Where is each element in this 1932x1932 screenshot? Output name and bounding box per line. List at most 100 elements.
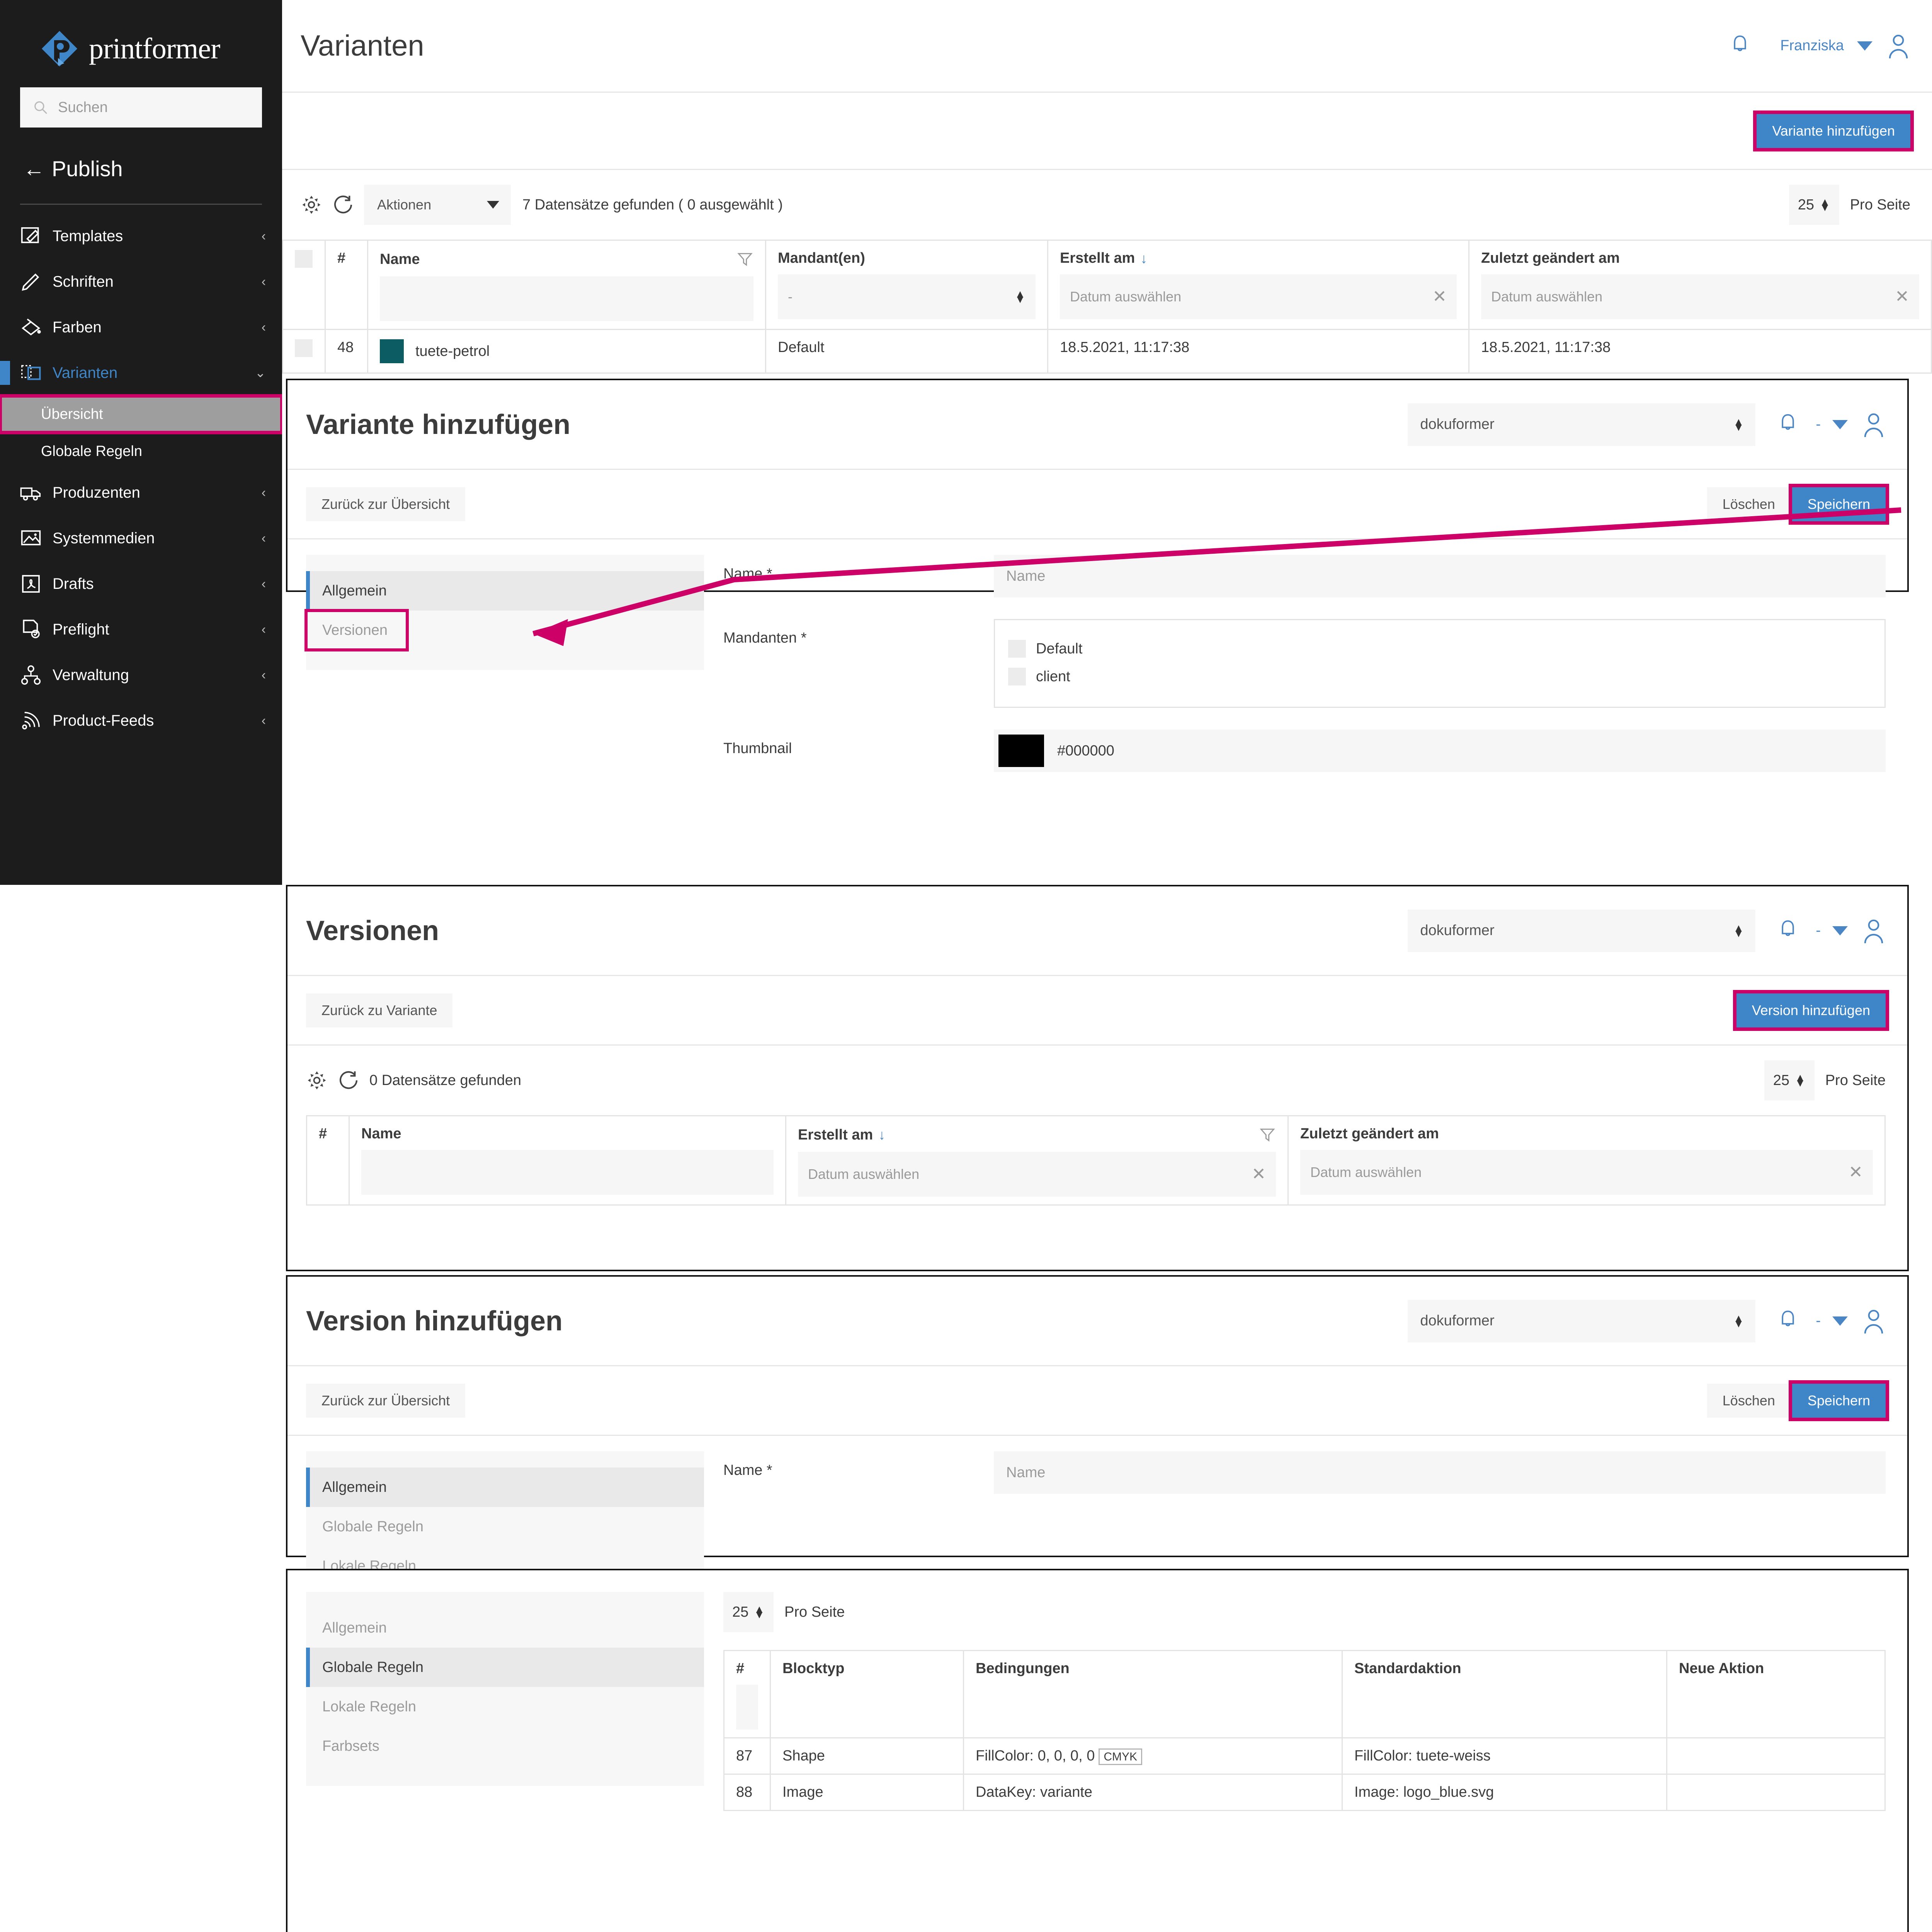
close-icon[interactable]: ✕ (1252, 1165, 1266, 1184)
name-input[interactable]: Name (994, 1451, 1886, 1494)
back-to-overview-button[interactable]: Zurück zur Übersicht (306, 1383, 466, 1418)
row-modified: 18.5.2021, 11:17:38 (1468, 329, 1932, 374)
per-page-select[interactable]: 25 ▲ ▼ (1789, 185, 1839, 225)
save-button[interactable]: Speichern (1788, 483, 1889, 525)
card-version-hinzufuegen: Version hinzufügen dokuformer ▲ ▼ - Zurüc… (286, 1275, 1909, 1645)
notification-bell-icon[interactable] (1777, 919, 1799, 942)
sort-desc-icon[interactable]: ↓ (1140, 250, 1148, 266)
client-select-value: dokuformer (1420, 922, 1495, 939)
close-icon[interactable]: ✕ (1432, 287, 1447, 306)
add-version-button[interactable]: Version hinzufügen (1733, 990, 1889, 1031)
table-row[interactable]: 87 Shape FillColor: 0, 0, 0, 0 CMYK FillC… (723, 1737, 1886, 1775)
refresh-icon[interactable] (332, 194, 354, 216)
tab-allgemein[interactable]: Allgemein (306, 1468, 704, 1507)
modified-date-filter[interactable]: Datum auswählen ✕ (1481, 274, 1919, 319)
publish-back-link[interactable]: ← Publish (0, 128, 282, 181)
filter-funnel-icon[interactable] (736, 250, 753, 269)
filter-funnel-icon[interactable] (1259, 1126, 1276, 1144)
chevron-down-icon[interactable] (1832, 420, 1848, 429)
colorspace-badge: CMYK (1099, 1748, 1143, 1765)
refresh-icon[interactable] (338, 1070, 359, 1091)
sidebar-item-product-feeds[interactable]: Product-Feeds ‹ (0, 698, 282, 743)
delete-button[interactable]: Löschen (1707, 1383, 1791, 1418)
user-name[interactable]: Franziska (1780, 37, 1844, 54)
checkbox[interactable] (1008, 668, 1026, 685)
tab-farbsets[interactable]: Farbsets (306, 1726, 704, 1766)
select-all-checkbox[interactable] (295, 250, 313, 268)
user-avatar-icon[interactable] (1862, 1309, 1886, 1333)
name-filter-input[interactable] (361, 1150, 774, 1195)
sidebar-item-systemmedien[interactable]: Systemmedien ‹ (0, 515, 282, 561)
sort-desc-icon[interactable]: ↓ (878, 1127, 886, 1143)
save-button[interactable]: Speichern (1788, 1380, 1889, 1421)
mandant-filter-select[interactable]: - ▲ ▼ (778, 274, 1036, 319)
aktionen-select[interactable]: Aktionen (364, 185, 511, 225)
sidebar-item-produzenten[interactable]: Produzenten ‹ (0, 470, 282, 515)
table-row[interactable]: 48 tuete-petrol Default 18.5.2021, 11:17… (282, 329, 1932, 374)
col-modified: Zuletzt geändert am Datum auswählen ✕ (1468, 240, 1932, 330)
add-variante-button[interactable]: Variante hinzufügen (1753, 110, 1914, 151)
client-select[interactable]: dokuformer ▲ ▼ (1408, 403, 1756, 446)
search-box[interactable] (20, 87, 262, 128)
row-bedingungen: DataKey: variante (963, 1774, 1343, 1811)
modified-date-filter[interactable]: Datum auswählen ✕ (1300, 1150, 1873, 1195)
sidebar-item-drafts[interactable]: Drafts ‹ (0, 561, 282, 607)
col-label: Blocktyp (782, 1660, 845, 1677)
gear-icon[interactable] (306, 1070, 328, 1091)
sidebar-item-farben[interactable]: Farben ‹ (0, 304, 282, 350)
gear-icon[interactable] (301, 194, 322, 216)
close-icon[interactable]: ✕ (1849, 1163, 1863, 1182)
tab-globale-regeln[interactable]: Globale Regeln (306, 1507, 704, 1546)
created-date-filter[interactable]: Datum auswählen ✕ (798, 1152, 1276, 1197)
created-date-filter[interactable]: Datum auswählen ✕ (1060, 274, 1457, 319)
sidebar-item-uebersicht[interactable]: Übersicht (0, 394, 282, 434)
notification-bell-icon[interactable] (1777, 1310, 1799, 1333)
per-page-select[interactable]: 25 ▲ ▼ (1764, 1060, 1815, 1100)
sidebar-item-templates[interactable]: Templates ‹ (0, 213, 282, 259)
user-avatar-icon[interactable] (1886, 34, 1910, 58)
mandanten-field-wrap: Default client (994, 619, 1886, 708)
aktionen-label: Aktionen (377, 197, 432, 213)
back-to-overview-button[interactable]: Zurück zur Übersicht (306, 487, 466, 521)
search-input[interactable] (58, 99, 249, 116)
client-select[interactable]: dokuformer ▲ ▼ (1408, 1299, 1756, 1342)
sidebar-item-preflight[interactable]: Preflight ‹ (0, 607, 282, 652)
tab-allgemein[interactable]: Allgemein (306, 1608, 704, 1648)
checkbox-client[interactable]: client (1008, 663, 1871, 690)
row-checkbox[interactable] (295, 339, 313, 357)
sidebar-item-globale-regeln[interactable]: Globale Regeln (0, 433, 282, 470)
sidebar-item-varianten[interactable]: Varianten ⌄ (0, 350, 282, 396)
per-page-select[interactable]: 25 ▲ ▼ (723, 1592, 774, 1632)
table-row[interactable]: 88 Image DataKey: variante Image: logo_b… (723, 1774, 1886, 1811)
spinner-icon: ▲ ▼ (1733, 1312, 1744, 1330)
tab-globale-regeln[interactable]: Globale Regeln (306, 1648, 704, 1687)
tab-label: Allgemein (322, 582, 387, 599)
user-avatar-icon[interactable] (1862, 412, 1886, 437)
notification-bell-icon[interactable] (1777, 413, 1799, 436)
tab-versionen[interactable]: Versionen (304, 609, 409, 651)
checkbox-default[interactable]: Default (1008, 635, 1871, 663)
chevron-down-icon[interactable] (1857, 41, 1872, 51)
chevron-down-icon[interactable] (1832, 1316, 1848, 1326)
tab-lokale-regeln[interactable]: Lokale Regeln (306, 1687, 704, 1726)
sidebar-item-verwaltung[interactable]: Verwaltung ‹ (0, 652, 282, 698)
id-filter-input[interactable] (736, 1685, 758, 1730)
client-select-value: dokuformer (1420, 416, 1495, 432)
notification-bell-icon[interactable] (1729, 34, 1751, 58)
chevron-down-icon[interactable] (1832, 926, 1848, 935)
checkbox[interactable] (1008, 640, 1026, 658)
sidebar-item-label: Schriften (53, 273, 114, 290)
user-avatar-icon[interactable] (1862, 918, 1886, 943)
chevron-left-icon: ‹ (261, 274, 266, 289)
tab-allgemein[interactable]: Allgemein (306, 571, 704, 611)
brand-name: printformer (89, 32, 220, 65)
back-to-variante-button[interactable]: Zurück zu Variante (306, 993, 453, 1027)
name-filter-input[interactable] (380, 276, 753, 321)
thumbnail-color-swatch[interactable] (998, 735, 1044, 767)
delete-button[interactable]: Löschen (1707, 487, 1791, 521)
client-select[interactable]: dokuformer ▲ ▼ (1408, 909, 1756, 952)
thumbnail-picker[interactable]: #000000 (994, 730, 1886, 772)
sidebar-item-schriften[interactable]: Schriften ‹ (0, 259, 282, 304)
close-icon[interactable]: ✕ (1895, 287, 1909, 306)
name-input[interactable]: Name (994, 555, 1886, 597)
